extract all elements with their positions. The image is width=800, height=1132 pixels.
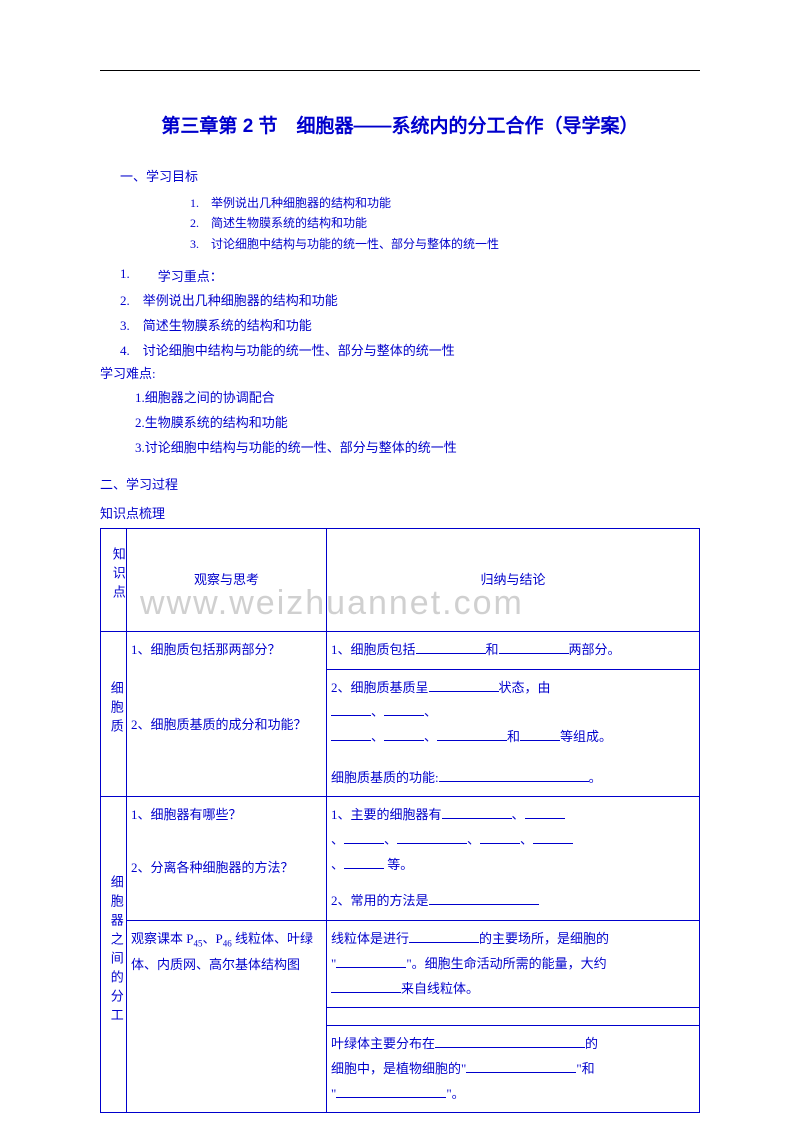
difficulty-label: 学习难点:: [100, 363, 700, 382]
header-col3: 归纳与结论: [327, 529, 700, 632]
focus-number: 1.: [120, 266, 130, 285]
section-process: 二、学习过程: [100, 474, 700, 493]
cytoplasm-answer2: 2、细胞质基质呈状态，由 、、 、、和等组成。 细胞质基质的功能:。: [327, 669, 700, 797]
row-cytoplasm-label: 细胞质: [101, 631, 127, 796]
objective-item: 2. 简述生物膜系统的结构和功能: [190, 213, 700, 233]
objective-item: 3. 讨论细胞中结构与功能的统一性、部分与整体的统一性: [190, 234, 700, 254]
cytoplasm-answer1: 1、细胞质包括和两部分。: [327, 631, 700, 669]
organelle-a1: 1、主要的细胞器有、 、、、、 、 等。 2、常用的方法是: [327, 797, 700, 921]
organelle-a4: 叶绿体主要分布在的 细胞中，是植物细胞的""和 ""。: [327, 1026, 700, 1113]
focus-list: 2. 举例说出几种细胞器的结构和功能 3. 简述生物膜系统的结构和功能 4. 讨…: [120, 289, 700, 363]
focus-item: 4. 讨论细胞中结构与功能的统一性、部分与整体的统一性: [120, 339, 700, 364]
knowledge-table: 知识点 观察与思考 归纳与结论 细胞质 1、细胞质包括那两部分？ 2、细胞质基质…: [100, 528, 700, 1113]
focus-item: 3. 简述生物膜系统的结构和功能: [120, 314, 700, 339]
header-col1: 知识点: [101, 529, 127, 632]
difficulty-item: 2.生物膜系统的结构和功能: [135, 411, 700, 436]
objective-item: 1. 举例说出几种细胞器的结构和功能: [190, 193, 700, 213]
row-organelle-label: 细胞器之间的分工: [101, 797, 127, 1113]
objectives-list: 1. 举例说出几种细胞器的结构和功能 2. 简述生物膜系统的结构和功能 3. 讨…: [190, 193, 700, 254]
organelle-a3: 线粒体是进行的主要场所，是细胞的 ""。细胞生命活动所需的能量，大约 来自线粒体…: [327, 921, 700, 1008]
difficulty-item: 3.讨论细胞中结构与功能的统一性、部分与整体的统一性: [135, 436, 700, 461]
organelle-blank: [327, 1008, 700, 1026]
knowledge-heading: 知识点梳理: [100, 503, 700, 522]
section-objectives: 一、学习目标: [120, 166, 700, 185]
focus-item: 2. 举例说出几种细胞器的结构和功能: [120, 289, 700, 314]
page-title: 第三章第 2 节 细胞器——系统内的分工合作（导学案）: [100, 111, 700, 138]
cytoplasm-questions: 1、细胞质包括那两部分？ 2、细胞质基质的成分和功能？: [127, 631, 327, 796]
organelle-q1: 1、细胞器有哪些？ 2、分离各种细胞器的方法？: [127, 797, 327, 921]
focus-label: 学习重点：: [158, 266, 223, 285]
organelle-q3: 观察课本 P45、P46 线粒体、叶绿体、内质网、高尔基体结构图: [127, 921, 327, 1113]
difficulty-item: 1.细胞器之间的协调配合: [135, 386, 700, 411]
difficulty-list: 1.细胞器之间的协调配合 2.生物膜系统的结构和功能 3.讨论细胞中结构与功能的…: [135, 386, 700, 460]
header-col2: 观察与思考: [127, 529, 327, 632]
